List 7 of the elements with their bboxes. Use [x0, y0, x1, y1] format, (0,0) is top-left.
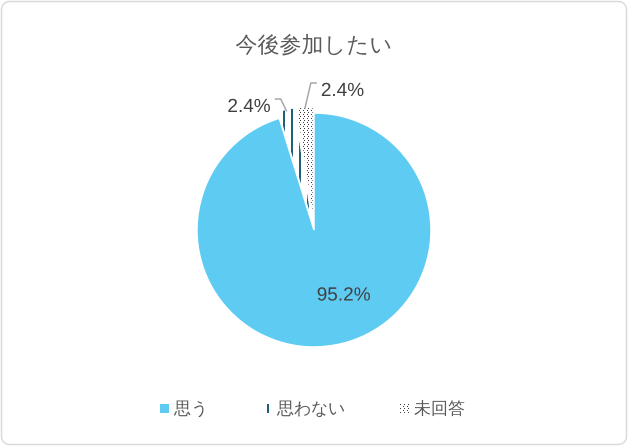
legend-label: 未回答 [414, 399, 465, 418]
chart-title: 今後参加したい [236, 32, 392, 57]
data-label: 95.2% [316, 284, 371, 306]
data-label: 2.4% [320, 80, 364, 101]
legend-label: 思う [173, 399, 208, 418]
legend-label: 思わない [276, 399, 345, 418]
data-label: 2.4% [227, 96, 271, 117]
